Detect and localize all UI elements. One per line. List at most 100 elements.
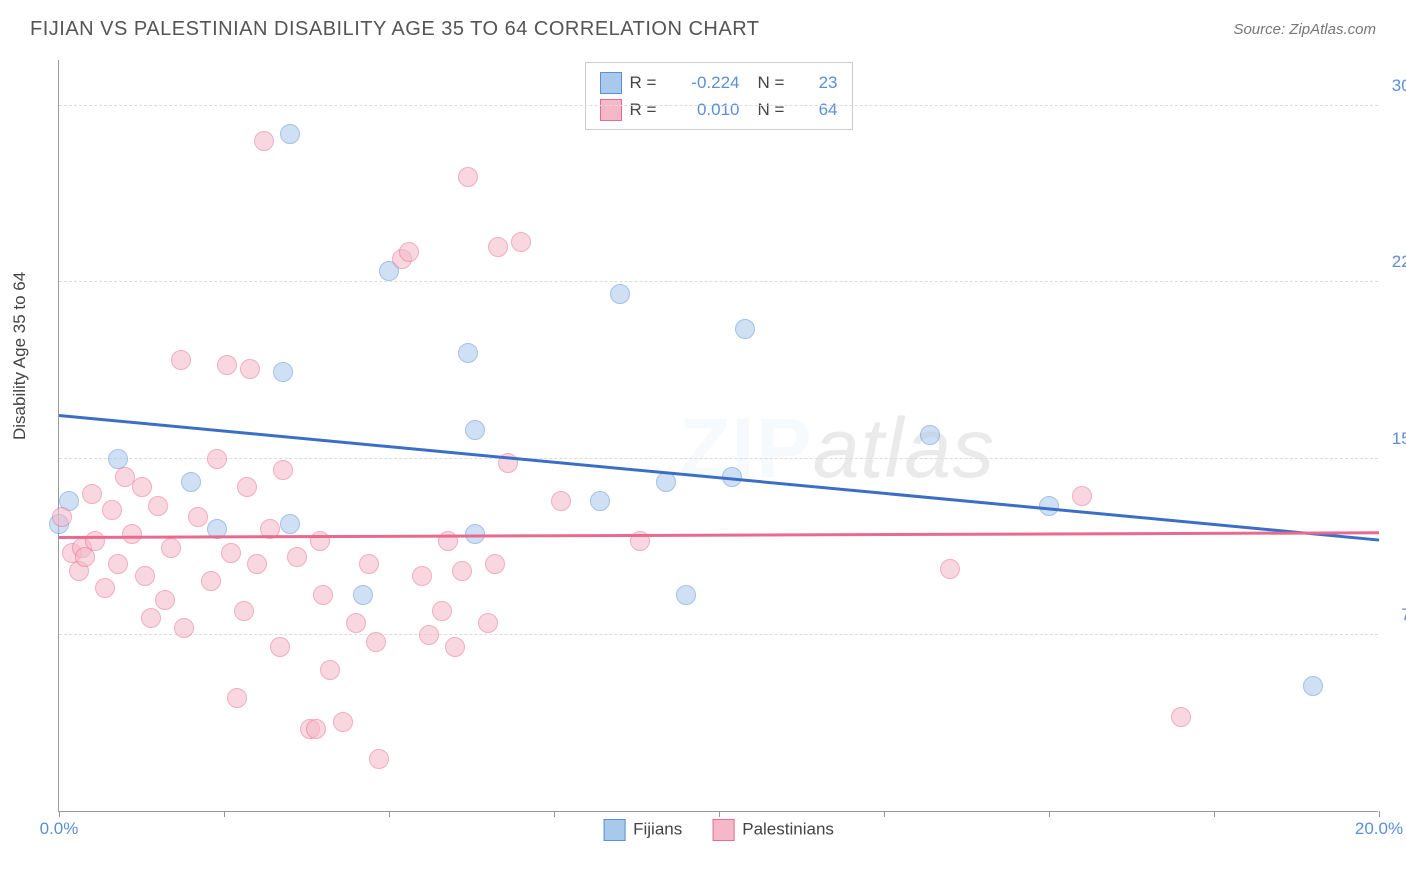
scatter-point xyxy=(161,538,181,558)
chart-header: FIJIAN VS PALESTINIAN DISABILITY AGE 35 … xyxy=(0,0,1406,53)
scatter-point xyxy=(85,531,105,551)
scatter-point xyxy=(155,590,175,610)
scatter-point xyxy=(551,491,571,511)
x-tick-mark xyxy=(1049,811,1050,817)
legend-r-value: -0.224 xyxy=(670,69,740,96)
y-tick-label: 30.0% xyxy=(1392,76,1406,96)
scatter-point xyxy=(310,531,330,551)
y-tick-label: 15.0% xyxy=(1392,429,1406,449)
scatter-point xyxy=(369,749,389,769)
legend-item: Palestinians xyxy=(712,819,834,841)
scatter-point xyxy=(240,359,260,379)
watermark-atlas: atlas xyxy=(813,401,995,495)
scatter-point xyxy=(676,585,696,605)
x-tick-label: 0.0% xyxy=(40,819,79,839)
scatter-point xyxy=(108,449,128,469)
correlation-legend: R =-0.224N =23R =0.010N =64 xyxy=(585,62,853,130)
scatter-point xyxy=(1171,707,1191,727)
scatter-point xyxy=(280,514,300,534)
scatter-point xyxy=(287,547,307,567)
scatter-point xyxy=(465,420,485,440)
scatter-point xyxy=(270,637,290,657)
scatter-point xyxy=(181,472,201,492)
scatter-point xyxy=(399,242,419,262)
scatter-point xyxy=(346,613,366,633)
scatter-point xyxy=(148,496,168,516)
legend-swatch xyxy=(600,72,622,94)
legend-row: R =0.010N =64 xyxy=(600,96,838,123)
scatter-point xyxy=(52,507,72,527)
chart-source: Source: ZipAtlas.com xyxy=(1233,21,1376,38)
chart-title: FIJIAN VS PALESTINIAN DISABILITY AGE 35 … xyxy=(30,18,760,41)
scatter-point xyxy=(217,355,237,375)
grid-line xyxy=(59,281,1378,282)
scatter-point xyxy=(590,491,610,511)
y-tick-label: 7.5% xyxy=(1401,605,1406,625)
legend-r-label: R = xyxy=(630,69,662,96)
scatter-point xyxy=(132,477,152,497)
scatter-point xyxy=(432,601,452,621)
scatter-point xyxy=(188,507,208,527)
legend-item: Fijians xyxy=(603,819,682,841)
scatter-point xyxy=(135,566,155,586)
x-tick-mark xyxy=(389,811,390,817)
scatter-point xyxy=(306,719,326,739)
legend-swatch xyxy=(603,819,625,841)
scatter-point xyxy=(273,362,293,382)
scatter-point xyxy=(419,625,439,645)
x-tick-mark xyxy=(884,811,885,817)
trend-line xyxy=(59,531,1379,538)
scatter-point xyxy=(247,554,267,574)
scatter-point xyxy=(656,472,676,492)
scatter-point xyxy=(366,632,386,652)
scatter-point xyxy=(254,131,274,151)
legend-n-value: 64 xyxy=(798,96,838,123)
scatter-point xyxy=(1303,676,1323,696)
scatter-point xyxy=(610,284,630,304)
scatter-point xyxy=(108,554,128,574)
scatter-point xyxy=(452,561,472,581)
legend-swatch xyxy=(712,819,734,841)
grid-line xyxy=(59,105,1378,106)
scatter-chart: ZIPatlas R =-0.224N =23R =0.010N =64 Fij… xyxy=(58,60,1378,812)
scatter-point xyxy=(735,319,755,339)
scatter-point xyxy=(207,449,227,469)
legend-swatch xyxy=(600,99,622,121)
scatter-point xyxy=(359,554,379,574)
scatter-point xyxy=(82,484,102,504)
scatter-point xyxy=(227,688,247,708)
scatter-point xyxy=(920,425,940,445)
scatter-point xyxy=(485,554,505,574)
legend-r-value: 0.010 xyxy=(670,96,740,123)
scatter-point xyxy=(353,585,373,605)
scatter-point xyxy=(478,613,498,633)
scatter-point xyxy=(221,543,241,563)
legend-n-value: 23 xyxy=(798,69,838,96)
scatter-point xyxy=(488,237,508,257)
scatter-point xyxy=(273,460,293,480)
x-tick-mark xyxy=(59,811,60,817)
x-tick-mark xyxy=(1379,811,1380,817)
scatter-point xyxy=(445,637,465,657)
scatter-point xyxy=(95,578,115,598)
scatter-point xyxy=(458,167,478,187)
scatter-point xyxy=(171,350,191,370)
x-tick-mark xyxy=(719,811,720,817)
scatter-point xyxy=(122,524,142,544)
scatter-point xyxy=(141,608,161,628)
grid-line xyxy=(59,634,1378,635)
scatter-point xyxy=(458,343,478,363)
scatter-point xyxy=(940,559,960,579)
scatter-point xyxy=(174,618,194,638)
x-tick-label: 20.0% xyxy=(1355,819,1403,839)
scatter-point xyxy=(234,601,254,621)
y-axis-label: Disability Age 35 to 64 xyxy=(10,272,30,440)
grid-line xyxy=(59,458,1378,459)
legend-row: R =-0.224N =23 xyxy=(600,69,838,96)
scatter-point xyxy=(320,660,340,680)
scatter-point xyxy=(412,566,432,586)
x-tick-mark xyxy=(224,811,225,817)
x-tick-mark xyxy=(554,811,555,817)
scatter-point xyxy=(1072,486,1092,506)
legend-r-label: R = xyxy=(630,96,662,123)
